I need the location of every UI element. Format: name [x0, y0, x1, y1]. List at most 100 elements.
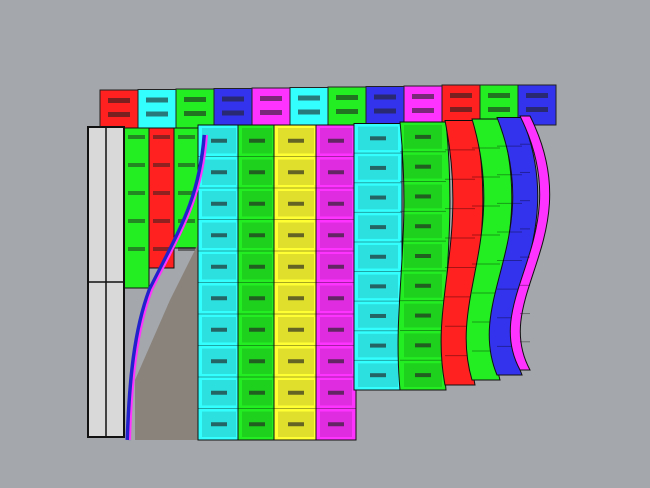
column-body — [315, 124, 357, 441]
panel-label — [415, 313, 431, 318]
panel-label — [328, 327, 344, 332]
panel-label — [328, 233, 344, 238]
panel-label — [128, 163, 145, 167]
panel-label — [211, 201, 227, 206]
panel-label — [450, 93, 472, 98]
panel-label — [288, 201, 304, 206]
column-body — [509, 115, 551, 371]
panel-label — [178, 247, 195, 251]
panel-label — [328, 264, 344, 269]
back-panel — [213, 88, 253, 129]
panel-label — [370, 195, 386, 200]
panel-label — [328, 296, 344, 301]
back-panel — [251, 87, 291, 129]
panel-label — [415, 373, 431, 378]
panel-label — [184, 97, 206, 102]
panel-label — [415, 194, 431, 199]
panel-label — [412, 108, 434, 113]
panel-label — [128, 135, 145, 139]
front-panel-surface — [197, 115, 551, 441]
panel-label — [415, 283, 431, 288]
panel-label — [260, 96, 282, 101]
panel-label — [249, 359, 265, 364]
panel-label — [288, 390, 304, 395]
panel-column — [315, 124, 357, 441]
panel-label — [298, 109, 320, 115]
panel-label — [415, 164, 431, 169]
panel-label — [249, 201, 265, 206]
panel-label — [211, 264, 227, 269]
panel-column — [509, 115, 551, 371]
panel-column — [273, 124, 319, 441]
column-body — [197, 124, 241, 441]
panel-label — [488, 107, 510, 112]
panel-label — [211, 422, 227, 427]
panel-label — [153, 191, 170, 195]
panel-label — [415, 224, 431, 229]
panel-label — [370, 313, 386, 318]
panel-column — [488, 117, 539, 376]
panel-label — [153, 163, 170, 167]
concrete-wall — [135, 240, 200, 440]
panel-label — [211, 327, 227, 332]
column-body — [440, 120, 484, 386]
panel-label — [412, 94, 434, 99]
panel-label — [288, 422, 304, 427]
panel-label — [374, 94, 396, 100]
panel-label — [184, 111, 206, 116]
panel-label — [211, 296, 227, 301]
curved-edge-highlight — [129, 134, 208, 441]
panel-label — [328, 359, 344, 364]
panel-label — [336, 95, 358, 100]
panel-label — [211, 233, 227, 238]
panel-label — [249, 296, 265, 301]
panel-label — [370, 343, 386, 348]
frame-box — [87, 126, 125, 438]
panel-label — [211, 170, 227, 175]
panel-label — [328, 201, 344, 206]
panel-label — [249, 233, 265, 238]
panel-label — [249, 327, 265, 332]
panel-label — [298, 95, 320, 101]
panel-label — [288, 170, 304, 175]
panel-label — [222, 110, 244, 116]
panel-label — [249, 390, 265, 395]
side-strip — [123, 127, 150, 289]
panel-label — [370, 373, 386, 378]
panel-label — [370, 254, 386, 259]
panel-label — [488, 93, 510, 98]
panel-column — [353, 123, 403, 391]
back-panel — [403, 85, 443, 127]
panel-label — [415, 343, 431, 348]
panel-label — [146, 97, 168, 103]
panel-label — [415, 254, 431, 258]
panel-label — [288, 233, 304, 238]
panel-label — [128, 191, 145, 195]
panel-label — [328, 390, 344, 395]
back-panel — [327, 86, 367, 128]
panel-label — [328, 170, 344, 175]
panel-label — [370, 225, 386, 230]
panel-label — [526, 107, 548, 112]
panel-label — [128, 247, 145, 251]
column-body — [237, 124, 277, 441]
panel-label — [211, 138, 227, 143]
panel-label — [415, 134, 431, 139]
panel-label — [153, 135, 170, 139]
panel-column — [237, 124, 277, 441]
panel-label — [288, 264, 304, 269]
panel-label — [128, 219, 145, 223]
panel-label — [211, 390, 227, 395]
panel-label — [370, 165, 386, 170]
panel-label — [249, 422, 265, 427]
panel-label — [328, 138, 344, 143]
panel-label — [222, 96, 244, 102]
panel-label — [211, 359, 227, 364]
back-panel — [441, 84, 481, 126]
panel-label — [108, 112, 130, 117]
panel-label — [146, 111, 168, 117]
panel-label — [370, 284, 386, 289]
panel-label — [328, 422, 344, 427]
panel-label — [336, 109, 358, 114]
